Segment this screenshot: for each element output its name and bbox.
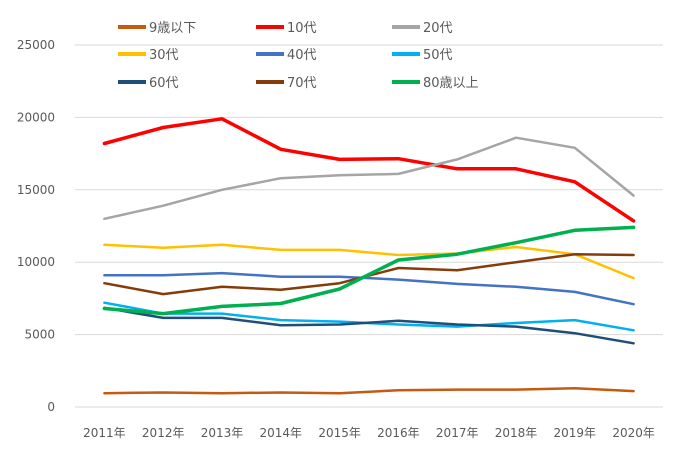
series-line-0 [103,386,635,395]
series-line-8 [102,225,636,316]
y-tick-label: 20000 [17,110,55,124]
x-tick-label: 2020年 [612,426,655,440]
y-tick-label: 15000 [17,183,55,197]
legend-label: 10代 [287,21,317,36]
legend-label: 40代 [287,48,317,63]
x-tick-label: 2013年 [201,426,244,440]
x-tick-label: 2018年 [495,426,538,440]
x-tick-label: 2014年 [260,426,303,440]
y-tick-label: 10000 [17,255,55,269]
y-tick-label: 0 [47,400,55,414]
series-line-2 [103,136,635,221]
legend-label: 60代 [149,76,179,91]
y-axis-ticks: 0 5000 10000 15000 20000 25000 [17,38,55,414]
y-tick-label: 5000 [24,328,55,342]
x-tick-label: 2017年 [436,426,479,440]
x-tick-label: 2012年 [142,426,185,440]
series-line-6 [103,306,635,345]
legend-label: 30代 [149,48,179,63]
y-tick-label: 25000 [17,38,55,52]
x-tick-label: 2011年 [83,426,126,440]
x-tick-label: 2015年 [318,426,361,440]
x-tick-label: 2019年 [554,426,597,440]
series-line-4 [103,271,635,306]
series-line-5 [103,301,635,332]
legend: 9歳以下 10代 20代 30代 40代 50代 60代 70代 80歳以上 [118,21,479,91]
gridlines [75,44,663,408]
legend-label: 70代 [287,76,317,91]
series-lines [102,117,636,395]
legend-label: 20代 [423,21,453,36]
legend-label: 80歳以上 [423,76,479,91]
series-line-1 [102,117,636,223]
series-line-3 [103,243,635,280]
x-tick-label: 2016年 [377,426,420,440]
legend-label: 9歳以下 [149,21,196,36]
x-axis-ticks: 2011年 2012年 2013年 2014年 2015年 2016年 2017年 2018年… [83,426,655,440]
legend-label: 50代 [423,48,453,63]
